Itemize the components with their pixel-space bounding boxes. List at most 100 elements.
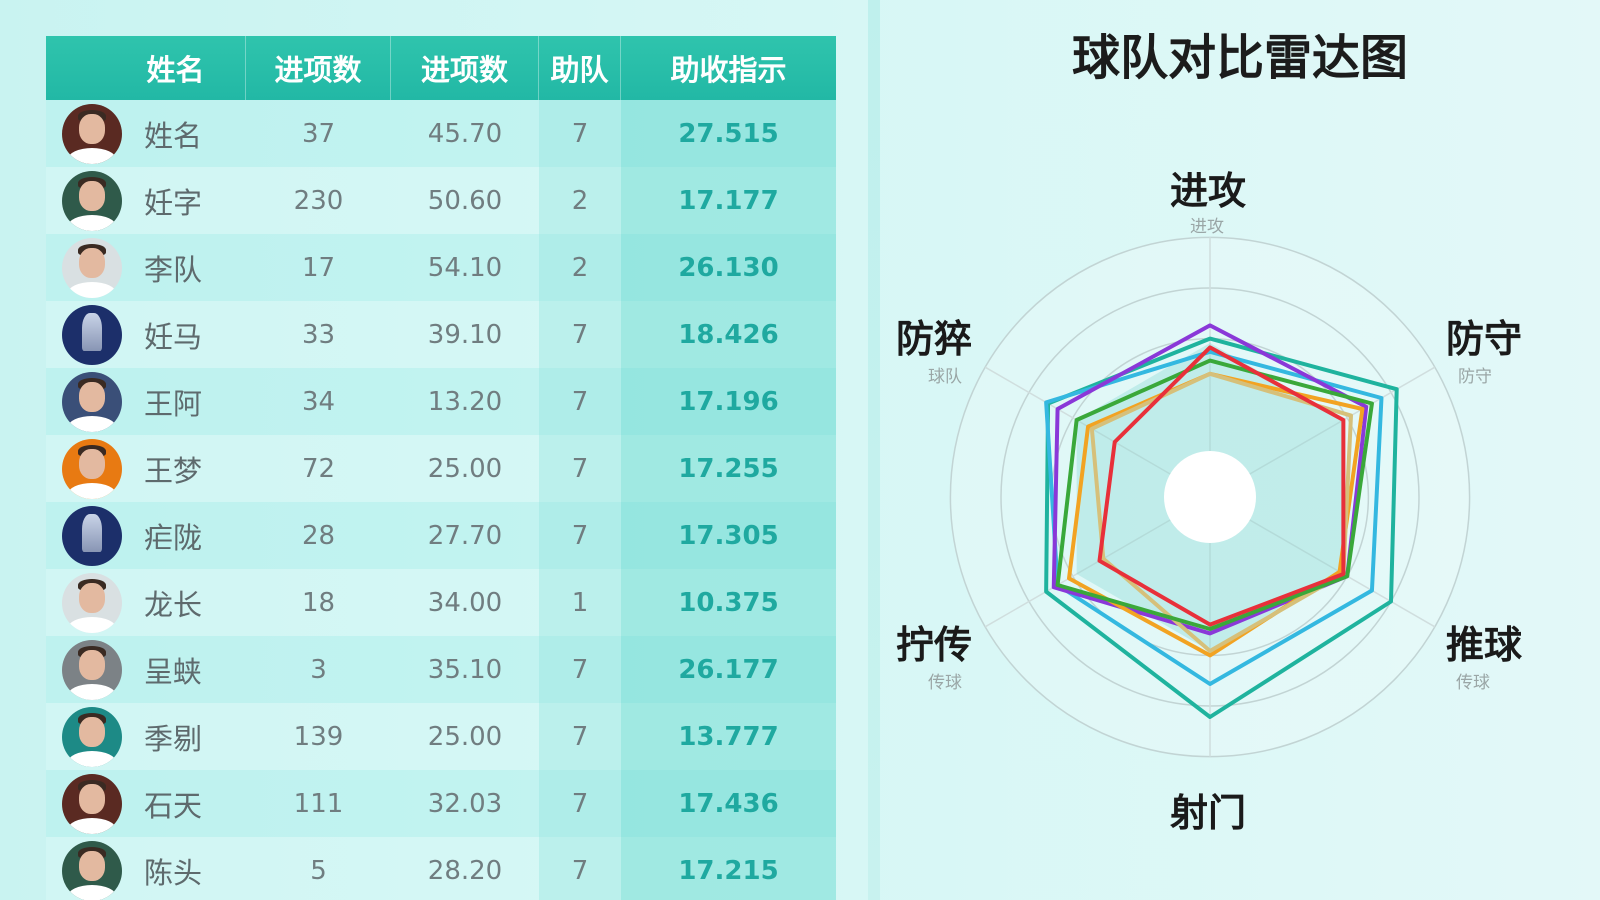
axis-sub-defense: 防守: [1458, 367, 1492, 387]
player-name: 疟陇: [144, 520, 203, 555]
header-name[interactable]: 姓名: [46, 36, 246, 100]
cell-a: 18: [301, 587, 336, 618]
cell-b: 13.20: [427, 386, 503, 417]
cell-c: 7: [539, 435, 621, 502]
cell-a: 72: [301, 453, 336, 484]
panel-divider: [868, 0, 880, 900]
axis-sub-attack: 进攻: [1190, 217, 1224, 237]
axis-label-attack: 进攻: [1170, 169, 1247, 213]
cell-b: 27.70: [427, 520, 503, 551]
player-name: 妊字: [144, 185, 203, 220]
header-col-b[interactable]: 进项数: [391, 36, 539, 100]
cell-c: 2: [539, 167, 621, 234]
radar-title: 球队对比雷达图: [1071, 30, 1408, 86]
cell-d: 27.515: [621, 100, 836, 167]
table-row[interactable]: 王阿 34 13.20 7 17.196: [46, 368, 836, 435]
avatar: [62, 438, 122, 499]
cell-c: 1: [539, 569, 621, 636]
header-col-d[interactable]: 助收指示: [670, 53, 787, 87]
table-row[interactable]: 李队 17 54.10 2 26.130: [46, 234, 836, 301]
axis-label-shoot: 射门: [1170, 791, 1247, 835]
table-row[interactable]: 王梦 72 25.00 7 17.255: [46, 435, 836, 502]
cell-c: 7: [539, 770, 621, 837]
axis-sub-cross: 传球: [928, 673, 962, 693]
cell-b: 39.10: [427, 319, 503, 350]
cell-b: 45.70: [427, 118, 503, 149]
table-row[interactable]: 龙长 18 34.00 1 10.375: [46, 569, 836, 636]
cell-name: 姓名: [46, 100, 246, 167]
cell-a: 33: [301, 319, 336, 350]
radar-chart: [949, 236, 1471, 758]
cell-b: 50.60: [427, 185, 503, 216]
cell-b: 25.00: [427, 721, 503, 752]
cell-name: 妊马: [46, 301, 246, 368]
table-row[interactable]: 疟陇 28 27.70 7 17.305: [46, 502, 836, 569]
cell-d: 17.436: [621, 770, 836, 837]
cell-c: 7: [539, 837, 621, 900]
cell-name: 妊字: [46, 167, 246, 234]
axis-label-cross: 拧传: [896, 623, 973, 667]
player-name: 季剔: [144, 721, 203, 756]
cell-a: 17: [301, 252, 336, 283]
axis-sub-push: 传球: [1456, 673, 1490, 693]
table-row[interactable]: 石天 111 32.03 7 17.436: [46, 770, 836, 837]
header-col-c[interactable]: 助队: [539, 36, 621, 100]
player-name: 陈头: [144, 855, 203, 890]
cell-d: 17.196: [621, 368, 836, 435]
cell-name: 疟陇: [46, 502, 246, 569]
player-name: 妊马: [144, 319, 203, 354]
radar-series-6: [1097, 345, 1346, 627]
cell-a: 230: [293, 185, 344, 216]
table-row[interactable]: 妊字 230 50.60 2 17.177: [46, 167, 836, 234]
cell-b: 25.00: [427, 453, 503, 484]
avatar: [62, 840, 122, 900]
cell-name: 王阿: [46, 368, 246, 435]
cell-d: 17.177: [621, 167, 836, 234]
cell-d: 17.305: [621, 502, 836, 569]
avatar: [62, 170, 122, 231]
cell-name: 呈蛱: [46, 636, 246, 703]
avatar: [62, 706, 122, 767]
radar-series-5: [1055, 358, 1374, 631]
cell-a: 34: [301, 386, 336, 417]
cell-a: 139: [293, 721, 344, 752]
avatar: [62, 103, 122, 164]
table-row[interactable]: 陈头 5 28.20 7 17.215: [46, 837, 836, 900]
player-name: 王阿: [144, 386, 203, 421]
cell-c: 7: [539, 301, 621, 368]
player-name: 石天: [144, 788, 203, 823]
cell-b: 28.20: [427, 855, 503, 886]
table-row[interactable]: 姓名 37 45.70 7 27.515: [46, 100, 836, 167]
table-header: 姓名 进项数 进项数 助队 助收指示: [46, 36, 836, 100]
cell-a: 37: [301, 118, 336, 149]
radar-center: [1164, 451, 1256, 543]
radar-series-1: [1044, 349, 1384, 686]
radar-series-2: [1051, 323, 1369, 636]
table-row[interactable]: 妊马 33 39.10 7 18.426: [46, 301, 836, 368]
cell-d: 10.375: [621, 569, 836, 636]
player-table: 姓名 进项数 进项数 助队 助收指示 姓名 37 45.70 7 27.515 …: [46, 36, 836, 900]
cell-b: 35.10: [427, 654, 503, 685]
cell-c: 7: [539, 368, 621, 435]
avatar: [62, 371, 122, 432]
cell-c: 7: [539, 703, 621, 770]
table-body: 姓名 37 45.70 7 27.515 妊字 230 50.60 2 17.1…: [46, 100, 836, 900]
axis-label-defense: 防守: [1446, 317, 1523, 361]
radar-series-4: [1089, 371, 1353, 653]
cell-d: 26.177: [621, 636, 836, 703]
table-row[interactable]: 季剔 139 25.00 7 13.777: [46, 703, 836, 770]
cell-c: 2: [539, 234, 621, 301]
axis-sub-guard: 球队: [928, 367, 962, 387]
header-col-a[interactable]: 进项数: [246, 36, 391, 100]
cell-name: 石天: [46, 770, 246, 837]
cell-b: 34.00: [427, 587, 503, 618]
cell-b: 32.03: [427, 788, 503, 819]
avatar: [62, 639, 122, 700]
avatar: [62, 773, 122, 834]
axis-label-push: 推球: [1446, 623, 1523, 667]
cell-b: 54.10: [427, 252, 503, 283]
cell-d: 13.777: [621, 703, 836, 770]
table-row[interactable]: 呈蛱 3 35.10 7 26.177: [46, 636, 836, 703]
radar-series-3: [1067, 371, 1365, 658]
avatar: [62, 237, 122, 298]
